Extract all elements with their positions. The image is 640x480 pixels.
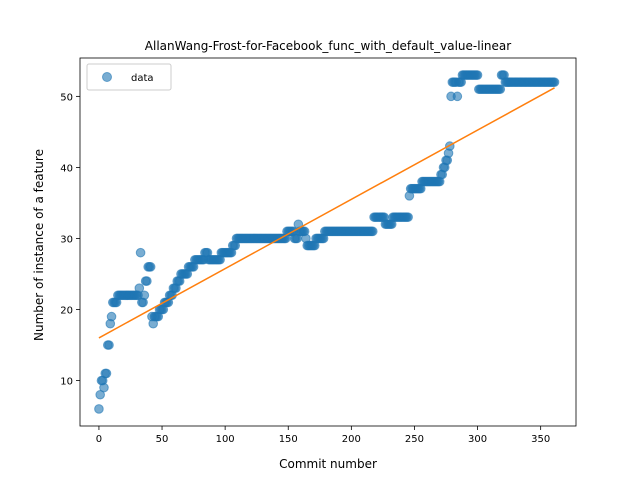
series-layer (94, 70, 560, 414)
data-point (104, 340, 114, 350)
data-point (135, 247, 146, 258)
x-tick-label: 350 (531, 434, 550, 445)
data-point (549, 77, 560, 87)
y-tick-label: 10 (60, 377, 73, 388)
data-point (403, 212, 413, 222)
data-point (99, 382, 109, 393)
x-axis-label: Commit number (279, 457, 377, 471)
axis-layer: 0 50 100 150 200 250 300 350 10 20 30 40 50 (60, 57, 577, 445)
y-tick-label: 40 (60, 163, 73, 174)
fit-line (98, 87, 555, 339)
x-tick-label: 0 (96, 434, 102, 445)
x-tick-label: 200 (342, 434, 361, 445)
x-tick-label: 150 (279, 434, 298, 445)
y-axis-label: Number of instance of a feature (32, 149, 46, 341)
x-tick-label: 100 (216, 434, 235, 445)
data-point (101, 368, 112, 379)
legend-box (86, 63, 172, 91)
plot-frame (79, 57, 577, 427)
data-point (368, 226, 378, 237)
legend-label-data: data (131, 73, 154, 84)
y-tick-label: 20 (60, 305, 73, 316)
y-tick-label: 30 (60, 234, 73, 245)
legend: data (86, 63, 172, 91)
y-tick-label: 50 (60, 92, 73, 103)
data-point (495, 84, 506, 95)
data-point (145, 262, 156, 272)
legend-marker-data (102, 72, 112, 82)
data-point (472, 70, 483, 80)
chart-title: AllanWang-Frost-for-Facebook_func_with_d… (145, 39, 511, 53)
x-tick-label: 250 (405, 434, 424, 445)
x-tick-label: 300 (468, 434, 487, 445)
data-point (94, 404, 104, 414)
plot-area (80, 58, 576, 426)
data-point (142, 276, 152, 286)
x-tick-label: 50 (156, 434, 169, 445)
data-point (106, 311, 117, 322)
data-point (452, 91, 463, 102)
data-point (134, 283, 145, 293)
data-point (139, 290, 150, 301)
